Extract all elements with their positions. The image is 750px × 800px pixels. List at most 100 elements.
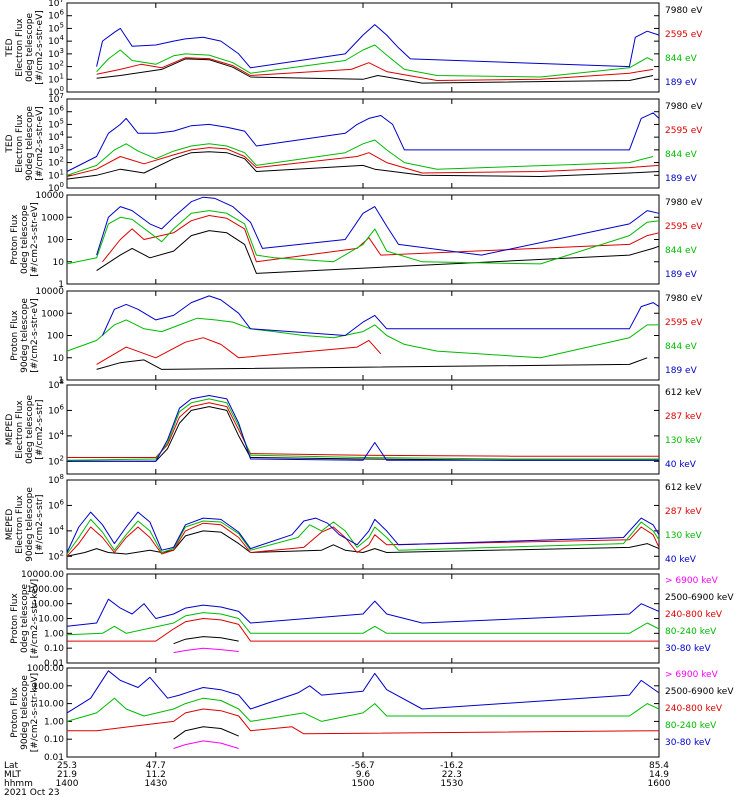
y-tick-label: 100.00 <box>33 600 65 610</box>
series-line <box>66 518 660 555</box>
panel-ylabel: Proton Flux <box>10 214 20 265</box>
panel-ylabel: 0deg telescope <box>20 205 30 275</box>
y-tick-label: 102 <box>48 454 64 467</box>
panel-ylabel: Electron Flux <box>15 495 25 554</box>
legend-label: 40 keV <box>665 460 697 470</box>
panel-ylabel: Proton Flux <box>10 593 20 644</box>
series-line <box>96 44 654 78</box>
series-line <box>66 139 654 176</box>
panel-ylabel: MEPED <box>5 509 15 541</box>
series-line <box>96 24 660 69</box>
y-tick-label: 106 <box>48 105 64 118</box>
series-line <box>67 708 660 735</box>
panel-ylabel: 90deg telescope <box>25 487 35 562</box>
legend-label: 2500-6900 keV <box>665 593 734 603</box>
series-line <box>67 395 659 462</box>
y-tick-label: 104 <box>48 130 64 143</box>
y-tick-label: 100.00 <box>33 682 65 692</box>
panel-ylabel: [#/cm2-s-str-keV] <box>30 579 40 658</box>
legend-label: 130 keV <box>665 436 702 446</box>
panel-3: 1 10 100 1000 10000 Proton Flux 0deg telescope… <box>10 191 703 290</box>
y-tick-label: 107 <box>48 0 64 9</box>
y-tick-label: 1 <box>58 280 64 290</box>
legend-label: 240-800 keV <box>665 704 723 714</box>
panel-4: 1 10 100 1000 10000 Proton Flux 90deg telescop… <box>10 287 703 386</box>
y-tick-label: 105 <box>48 21 64 34</box>
series-line <box>66 522 660 557</box>
y-tick-label: 105 <box>48 117 64 130</box>
footer-value: 1530 <box>440 779 463 789</box>
y-tick-label: 0.01 <box>44 753 64 763</box>
panel-ylabel: [#/cm2-s-str] <box>35 494 45 554</box>
y-tick-label: 100 <box>47 236 64 246</box>
legend-label: 7980 eV <box>665 198 703 208</box>
panel-ylabel: Proton Flux <box>10 310 20 361</box>
y-tick-label: 104 <box>48 34 64 47</box>
panel-ylabel: Electron Flux <box>15 400 25 459</box>
legend-label: 2500-6900 keV <box>665 687 734 697</box>
legend-label: 844 eV <box>665 54 698 64</box>
y-tick-label: 108 <box>48 473 64 486</box>
legend-label: > 6900 keV <box>665 670 719 680</box>
y-tick-label: 1000.00 <box>27 664 64 674</box>
series-line <box>67 402 659 458</box>
legend-label: 80-240 keV <box>665 627 717 637</box>
y-tick-label: 102 <box>48 156 64 169</box>
legend-label: 844 eV <box>665 246 698 256</box>
panel-ylabel: Electron Flux <box>15 18 25 77</box>
footer-value: 21.9 <box>57 770 77 780</box>
panel-6: 102 104 106 108 MEPED Electron Flux 90deg tele… <box>5 473 702 570</box>
legend-label: 189 eV <box>665 366 698 376</box>
footer-value: 1400 <box>56 779 79 789</box>
series-line <box>67 618 659 642</box>
footer-row-label: MLT <box>4 770 22 780</box>
series-line <box>66 147 660 177</box>
legend-label: 2595 eV <box>665 318 703 328</box>
footer-value: 1430 <box>144 779 167 789</box>
y-tick-label: 1 <box>58 376 64 386</box>
legend-label: 189 eV <box>665 78 698 88</box>
y-tick-label: 0.10 <box>44 644 64 654</box>
series-line <box>96 58 654 84</box>
legend-label: 612 keV <box>665 483 702 493</box>
footer-value: 9.6 <box>356 770 371 780</box>
series-line <box>96 57 654 81</box>
series-line <box>66 697 660 722</box>
panel-ylabel: [#/cm2-s-str] <box>35 399 45 459</box>
panel-ylabel: [#/cm2-s-str-eV] <box>35 106 45 181</box>
y-tick-label: 1000 <box>41 309 64 319</box>
legend-label: 844 eV <box>665 150 698 160</box>
y-tick-label: 106 <box>48 498 64 511</box>
footer-value: 14.9 <box>649 770 669 780</box>
footer-value: 47.7 <box>146 761 166 771</box>
series-line <box>96 196 660 256</box>
panel-ylabel: 90deg telescope <box>25 106 35 181</box>
series-line <box>66 511 660 553</box>
footer-value: 1600 <box>648 779 671 789</box>
y-tick-label: 103 <box>48 47 64 60</box>
y-tick-label: 10000 <box>35 287 64 297</box>
y-tick-label: 10.00 <box>38 700 64 710</box>
footer-value: -16.2 <box>440 761 463 771</box>
panel-ylabel: [#/cm2-s-str-eV] <box>35 10 45 85</box>
panel-frame <box>66 479 660 570</box>
footer-row-label: Lat <box>4 761 19 771</box>
y-tick-label: 106 <box>48 403 64 416</box>
y-tick-label: 0.10 <box>44 735 64 745</box>
legend-label: 30-80 keV <box>665 644 711 654</box>
panel-ylabel: Proton Flux <box>10 687 20 738</box>
footer-value: 1500 <box>352 779 375 789</box>
series-line <box>66 112 660 172</box>
y-tick-label: 103 <box>48 143 64 156</box>
legend-label: 2595 eV <box>665 126 703 136</box>
legend-label: 2595 eV <box>665 222 703 232</box>
series-line <box>66 151 660 180</box>
series-line <box>96 357 648 370</box>
legend-label: 612 keV <box>665 388 702 398</box>
y-tick-label: 0.01 <box>44 659 64 669</box>
legend-label: > 6900 keV <box>665 576 719 586</box>
series-line <box>173 647 239 654</box>
legend-label: 40 keV <box>665 555 697 565</box>
legend-label: 287 keV <box>665 412 702 422</box>
